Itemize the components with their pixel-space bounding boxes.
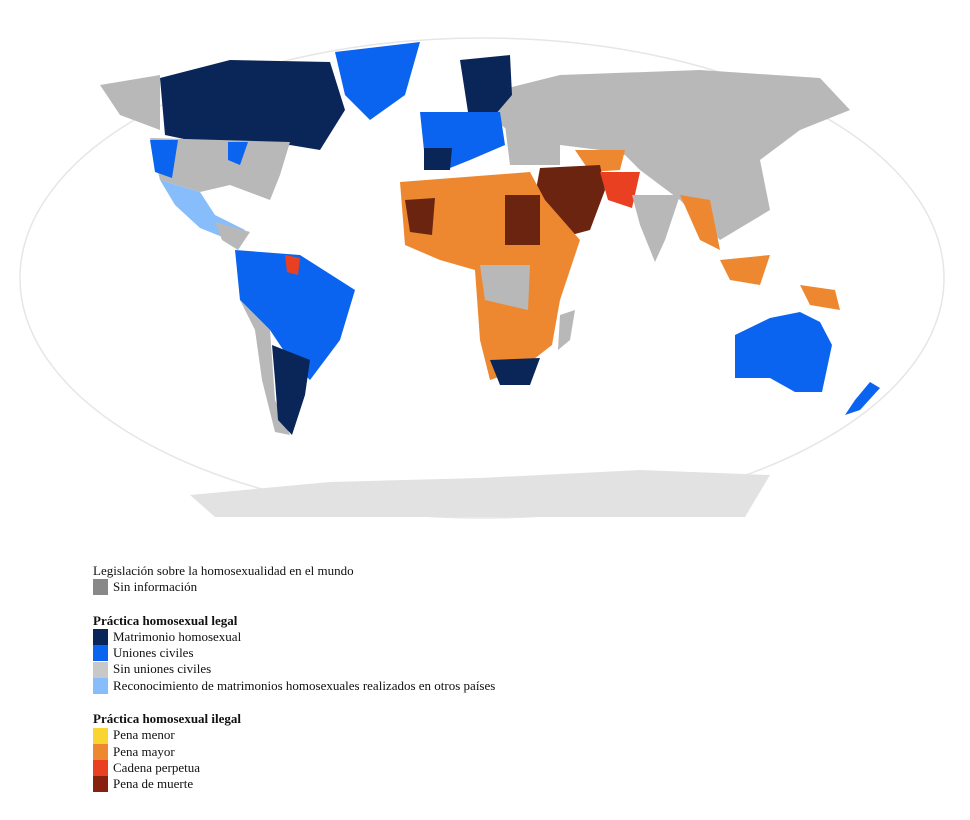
legend-heading-legal: Práctica homosexual legal bbox=[93, 612, 238, 628]
region-chile-peru bbox=[240, 300, 290, 435]
legend-item: Cadena perpetua bbox=[93, 759, 495, 777]
legend-item-no-info: Sin información bbox=[93, 579, 495, 596]
swatch bbox=[93, 645, 108, 662]
region-south-africa bbox=[490, 358, 540, 385]
region-china bbox=[620, 150, 770, 240]
swatch bbox=[93, 677, 108, 694]
legend-item: Reconocimiento de matrimonios homosexual… bbox=[93, 678, 495, 694]
region-indonesia bbox=[720, 255, 770, 285]
region-eastern-europe bbox=[505, 125, 560, 165]
region-india bbox=[632, 195, 680, 262]
region-central-africa bbox=[480, 265, 530, 310]
legend-label: Pena mayor bbox=[113, 743, 175, 759]
legend-label: Sin uniones civiles bbox=[113, 661, 212, 677]
region-madagascar bbox=[558, 310, 575, 350]
region-usa-east bbox=[228, 142, 248, 165]
swatch bbox=[93, 776, 108, 793]
legend-item: Sin uniones civiles bbox=[93, 661, 495, 678]
region-scandinavia bbox=[460, 55, 512, 115]
swatch bbox=[93, 661, 108, 678]
region-central-america bbox=[215, 222, 250, 250]
region-usa-west bbox=[150, 140, 178, 178]
region-greenland bbox=[335, 42, 420, 120]
swatch bbox=[93, 743, 108, 760]
region-russia bbox=[480, 70, 850, 170]
region-argentina bbox=[272, 345, 310, 435]
legend-heading-illegal: Práctica homosexual ilegal bbox=[93, 711, 242, 727]
region-australia bbox=[735, 312, 832, 392]
region-guyana bbox=[285, 255, 300, 275]
region-canada bbox=[160, 60, 345, 155]
legend-label: Reconocimiento de matrimonios homosexual… bbox=[113, 677, 496, 693]
legend-item: Matrimonio homosexual bbox=[93, 628, 495, 646]
region-alaska bbox=[100, 75, 160, 130]
region-pakistan bbox=[600, 172, 640, 208]
legend-item: Pena mayor bbox=[93, 744, 495, 760]
region-mauritania bbox=[405, 198, 435, 235]
swatch bbox=[93, 629, 108, 646]
region-sudan bbox=[505, 195, 540, 245]
legend-label: Sin información bbox=[113, 579, 198, 595]
region-antarctica bbox=[190, 470, 770, 517]
legend-label: Pena de muerte bbox=[113, 776, 194, 792]
region-png bbox=[800, 285, 840, 310]
region-new-zealand bbox=[845, 382, 880, 415]
region-southeast-asia bbox=[680, 195, 720, 250]
region-spain bbox=[424, 148, 452, 170]
legend-title: Legislación sobre la homosexualidad en e… bbox=[93, 563, 354, 578]
world-map bbox=[19, 37, 945, 519]
region-usa bbox=[150, 138, 290, 200]
swatch bbox=[93, 760, 108, 777]
legend-label: Matrimonio homosexual bbox=[113, 628, 242, 644]
legend-label: Uniones civiles bbox=[113, 645, 194, 661]
legend-label: Pena menor bbox=[113, 727, 175, 743]
swatch bbox=[93, 727, 108, 744]
legend-item: Pena de muerte bbox=[93, 776, 495, 793]
legend: Legislación sobre la homosexualidad en e… bbox=[93, 563, 495, 793]
region-brazil bbox=[235, 250, 355, 380]
legend-item: Uniones civiles bbox=[93, 645, 495, 662]
legend-item: Pena menor bbox=[93, 727, 495, 744]
legend-label: Cadena perpetua bbox=[113, 759, 200, 775]
swatch bbox=[93, 579, 108, 596]
